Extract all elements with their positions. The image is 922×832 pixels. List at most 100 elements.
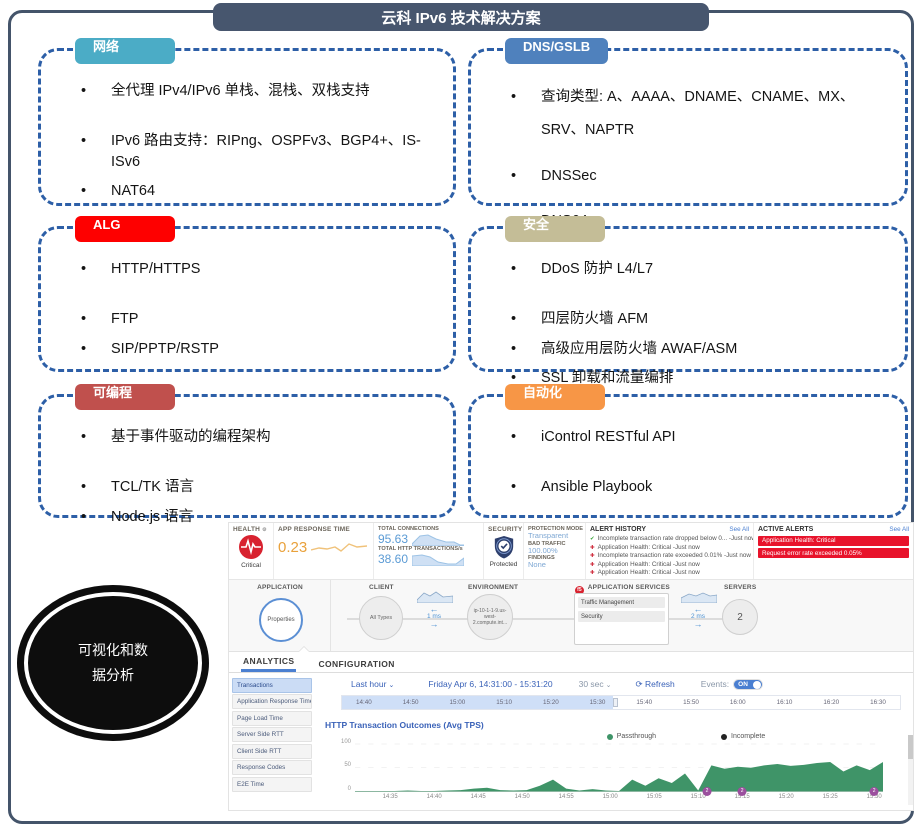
shield-icon <box>494 536 513 559</box>
client-label: CLIENT <box>369 584 394 591</box>
sidebar-item-response-codes[interactable]: Response Codes <box>232 760 312 775</box>
tab-configuration[interactable]: CONFIGURATION <box>318 659 395 669</box>
event-marker[interactable]: 2 <box>737 787 747 796</box>
service-row[interactable]: Traffic Management <box>578 597 665 608</box>
range-dropdown[interactable]: Last hour ⌄ <box>351 679 395 689</box>
security-label: SECURITY <box>488 526 523 533</box>
art-label: APP RESPONSE TIME <box>278 526 350 533</box>
timeline-tick: 16:10 <box>776 699 793 706</box>
protection-mode-label: PROTECTION MODE <box>528 526 584 532</box>
active-alert-banner: Request error rate exceeded 0.05% <box>758 548 909 558</box>
bullet-item: SSL 卸载和流量编排 <box>501 368 889 389</box>
chevron-down-icon: ⌄ <box>605 682 612 689</box>
sidebar-item-application-response-time[interactable]: Application Response Time <box>232 694 312 709</box>
feature-box-label: 安全 <box>523 217 550 232</box>
bad-traffic-value: 100.00% <box>528 545 558 555</box>
series-passthrough <box>355 762 883 792</box>
server-latency-sparkline <box>681 592 717 603</box>
bullet-item: DDoS 防护 L4/L7 <box>501 259 889 280</box>
timeline-tick: 15:50 <box>683 699 699 706</box>
health-critical-icon <box>239 535 263 559</box>
events-toggle[interactable]: ON <box>733 678 764 690</box>
x-tick: 15:15 <box>734 794 750 800</box>
kpi-protection: PROTECTION MODE Transparent BAD TRAFFIC … <box>524 523 586 579</box>
critical-alert-icon: ✚ <box>590 561 595 568</box>
properties-node[interactable]: Properties <box>259 598 303 642</box>
refresh-icon: ⟳ <box>635 678 646 689</box>
feature-box-dns-gslb: DNS/GSLB 查询类型: A、AAAA、DNAME、CNAME、MX、SRV… <box>468 38 908 239</box>
bullet-list: 基于事件驱动的编程架构 TCL/TK 语言 Node.js 语言 <box>41 397 453 527</box>
feature-box-label: 可编程 <box>93 385 133 400</box>
server-latency: ← 2 ms → <box>681 604 715 628</box>
security-status: Protected <box>489 561 518 568</box>
service-row[interactable]: Security <box>578 611 665 622</box>
check-icon: ✔ <box>590 536 595 542</box>
analytics-section: ANALYTICS CONFIGURATION Transactions Appl… <box>229 647 913 811</box>
arrow-right-icon: → <box>429 619 439 630</box>
topology-panel: APPLICATION Properties CLIENT All Types … <box>229 580 913 652</box>
chevron-down-icon: ⌄ <box>388 682 395 689</box>
x-tick: 14:50 <box>514 794 530 800</box>
tab-bar: ANALYTICS CONFIGURATION <box>229 652 913 673</box>
timeline-selected-range <box>342 696 613 709</box>
y-tick-0: 0 <box>347 786 351 792</box>
legend-item[interactable]: Passthrough <box>606 733 656 740</box>
legend-dot-icon <box>721 733 728 740</box>
active-alerts-see-all[interactable]: See All <box>889 526 909 533</box>
legend-dot-icon <box>606 733 613 740</box>
scrollbar-thumb[interactable] <box>908 735 913 759</box>
active-alerts-panel: ACTIVE ALERTS See All Application Health… <box>754 523 913 579</box>
alert-history-text: Application Health: Critical -Just now <box>597 543 700 551</box>
gear-icon[interactable]: ⚙ <box>262 527 267 533</box>
alert-history-list: ✔ Incomplete transaction rate dropped bel… <box>590 535 753 578</box>
y-tick-100: 100 <box>340 739 351 745</box>
panel-notch <box>299 647 309 652</box>
refresh-button[interactable]: ⟳ Refresh <box>635 678 675 689</box>
application-services-box: Traffic Management Security <box>574 593 669 645</box>
bullet-item: FTP <box>71 309 437 330</box>
x-tick: 14:55 <box>558 794 574 800</box>
alert-history-item: ✚ Application Health: Critical -Just now <box>590 561 749 570</box>
timeline-tick: 15:30 <box>589 699 606 706</box>
toggle-knob <box>753 680 762 689</box>
metric-sidebar: Transactions Application Response Time Pag… <box>229 673 315 810</box>
application-services-label: APPLICATION SERVICES <box>587 584 670 591</box>
sidebar-item-server-side-rtt[interactable]: Server Side RTT <box>232 727 312 742</box>
bullet-item: SIP/PPTP/RSTP <box>71 339 437 360</box>
sidebar-item-transactions[interactable]: Transactions <box>232 677 312 693</box>
timeline-strip[interactable]: 14:40 14:50 15:00 15:10 15:20 15:30 15:40 15:50… <box>341 695 901 710</box>
kpi-strip: HEALTH ⚙ Critical APP RESPONSE TIME 0.23 <box>229 523 913 580</box>
critical-alert-icon: ✚ <box>590 570 595 576</box>
alert-history-see-all[interactable]: See All <box>729 526 749 533</box>
legend-item[interactable]: Incomplete <box>721 733 765 740</box>
feature-box-security: 安全 DDoS 防护 L4/L7 四层防火墙 AFM 高级应用层防火墙 AWAF/A… <box>468 216 908 388</box>
tab-analytics[interactable]: ANALYTICS <box>241 653 297 672</box>
bullet-item: DNSSec <box>501 160 889 194</box>
alert-history-text: Incomplete transaction rate dropped belo… <box>597 535 754 542</box>
interval-dropdown[interactable]: 30 sec ⌄ <box>578 679 612 689</box>
x-tick: 14:40 <box>426 794 442 800</box>
bullet-list: DDoS 防护 L4/L7 四层防火墙 AFM 高级应用层防火墙 AWAF/ASM S… <box>471 229 905 388</box>
event-marker[interactable]: 2 <box>702 787 712 796</box>
event-marker[interactable]: 2 <box>869 787 879 796</box>
legend-label: Incomplete <box>731 733 766 740</box>
timeline-tick: 16:20 <box>823 699 840 706</box>
timeline-handle[interactable] <box>612 698 618 707</box>
feature-box-tab: ALG <box>75 216 175 242</box>
http-transactions-label: TOTAL HTTP TRANSACTIONS/s <box>378 546 463 552</box>
sidebar-item-page-load-time[interactable]: Page Load Time <box>232 710 312 726</box>
client-node[interactable]: All Types <box>359 596 403 640</box>
chart-legend: Passthrough Incomplete <box>395 733 922 740</box>
application-panel: APPLICATION Properties <box>229 580 331 651</box>
findings-value: None <box>528 560 546 570</box>
feature-box-network: 网络 全代理 IPv4/IPv6 单栈、混栈、双栈支持 IPv6 路由支持：RIP… <box>38 38 456 206</box>
timeline-tick: 14:40 <box>356 699 372 706</box>
client-latency-sparkline <box>417 591 453 603</box>
sidebar-item-client-side-rtt[interactable]: Client Side RTT <box>232 743 312 759</box>
servers-node[interactable]: 2 <box>722 599 758 635</box>
chart-scrollbar[interactable] <box>908 735 913 805</box>
ellipse-text-line1: 可视化和数 <box>78 641 148 658</box>
environment-node[interactable]: ip-10-1-1-9.us-west-2.compute.int... <box>467 594 513 640</box>
sidebar-item-e2e-time[interactable]: E2E Time <box>232 776 312 792</box>
